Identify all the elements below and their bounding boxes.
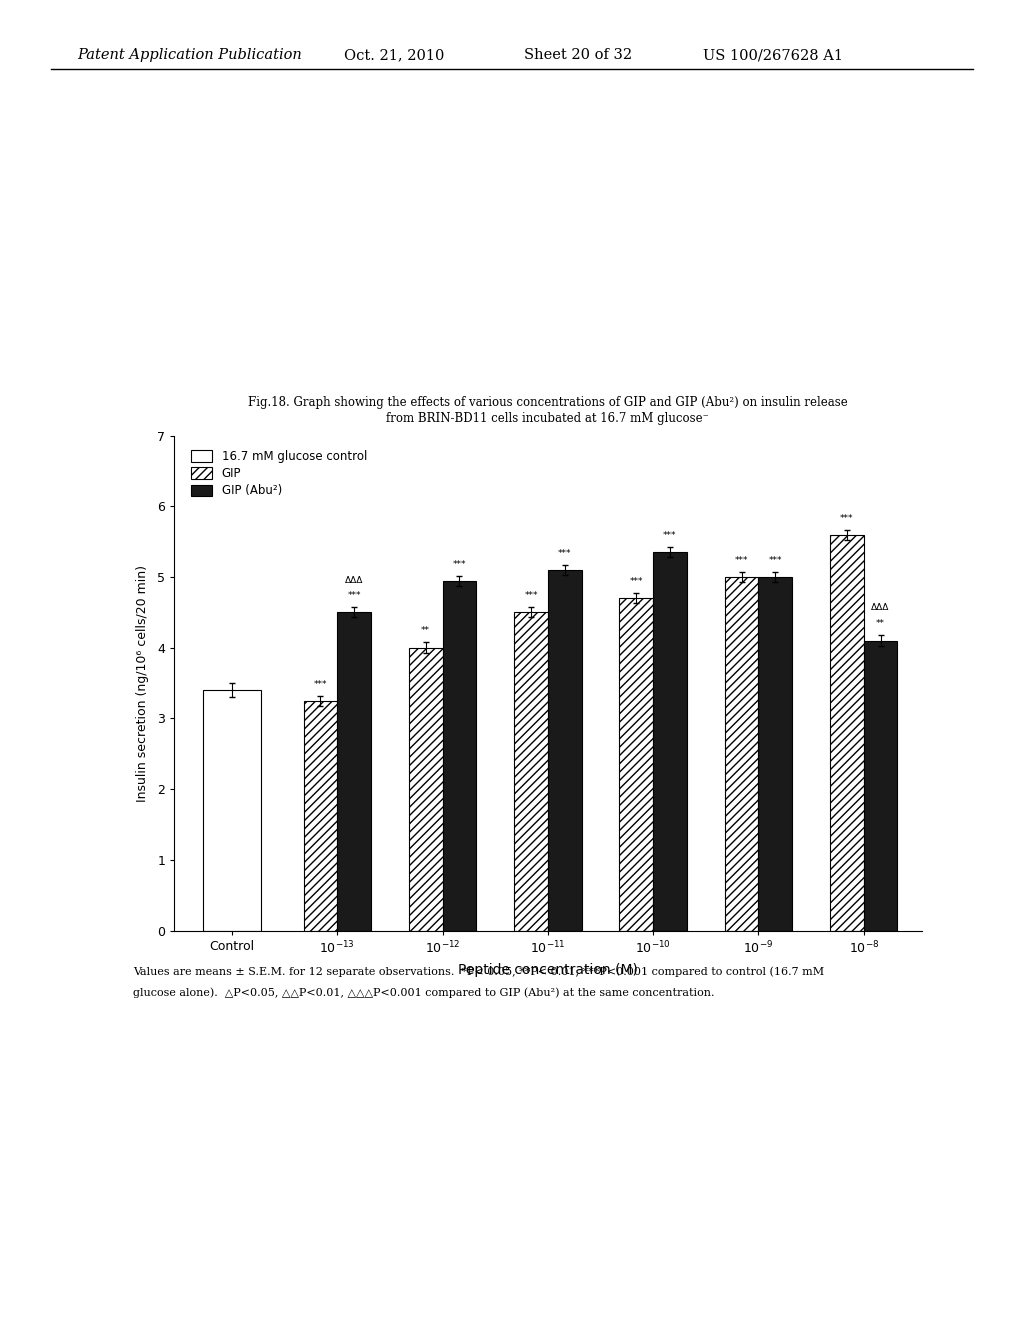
Bar [337, 612, 371, 931]
Bar [863, 640, 897, 931]
Text: ***: *** [664, 531, 677, 540]
Bar [759, 577, 793, 931]
Text: glucose alone).  △P<0.05, △△P<0.01, △△△P<0.001 compared to GIP (Abu²) at the sam: glucose alone). △P<0.05, △△P<0.01, △△△P<… [133, 987, 715, 998]
Y-axis label: Insulin secretion (ng/10⁶ cells/20 min): Insulin secretion (ng/10⁶ cells/20 min) [136, 565, 148, 801]
Text: ***: *** [453, 560, 466, 569]
Text: ***: *** [558, 549, 571, 558]
Bar [409, 648, 442, 931]
Bar [514, 612, 548, 931]
Bar [203, 690, 261, 931]
Bar [303, 701, 337, 931]
Text: ***: *** [735, 556, 749, 565]
Text: Sheet 20 of 32: Sheet 20 of 32 [524, 49, 633, 62]
Bar [653, 552, 687, 931]
Text: ***: *** [840, 513, 854, 523]
Text: ***: *** [347, 591, 360, 601]
Text: ***: *** [524, 591, 538, 601]
Text: ***: *** [768, 556, 782, 565]
Text: Patent Application Publication: Patent Application Publication [77, 49, 301, 62]
Bar [620, 598, 653, 931]
Text: ***: *** [630, 577, 643, 586]
Text: **: ** [877, 619, 885, 628]
Text: Fig.18. Graph showing the effects of various concentrations of GIP and GIP (Abu²: Fig.18. Graph showing the effects of var… [248, 396, 848, 409]
Text: ΔΔΔ: ΔΔΔ [345, 576, 364, 585]
Bar [442, 581, 476, 931]
Bar [830, 535, 863, 931]
Text: **: ** [421, 626, 430, 635]
Text: from BRIN-BD11 cells incubated at 16.7 mM glucose⁻: from BRIN-BD11 cells incubated at 16.7 m… [386, 412, 710, 425]
Legend: 16.7 mM glucose control, GIP, GIP (Abu²): 16.7 mM glucose control, GIP, GIP (Abu²) [187, 446, 371, 500]
Bar [548, 570, 582, 931]
Text: US 100/267628 A1: US 100/267628 A1 [703, 49, 843, 62]
Bar [725, 577, 759, 931]
Text: Oct. 21, 2010: Oct. 21, 2010 [344, 49, 444, 62]
Text: Values are means ± S.E.M. for 12 separate observations.  *P< 0.05, **P< 0.01, **: Values are means ± S.E.M. for 12 separat… [133, 966, 824, 977]
Text: ***: *** [313, 680, 328, 689]
Text: ΔΔΔ: ΔΔΔ [871, 603, 890, 612]
X-axis label: Peptide concentration (M): Peptide concentration (M) [458, 964, 638, 977]
